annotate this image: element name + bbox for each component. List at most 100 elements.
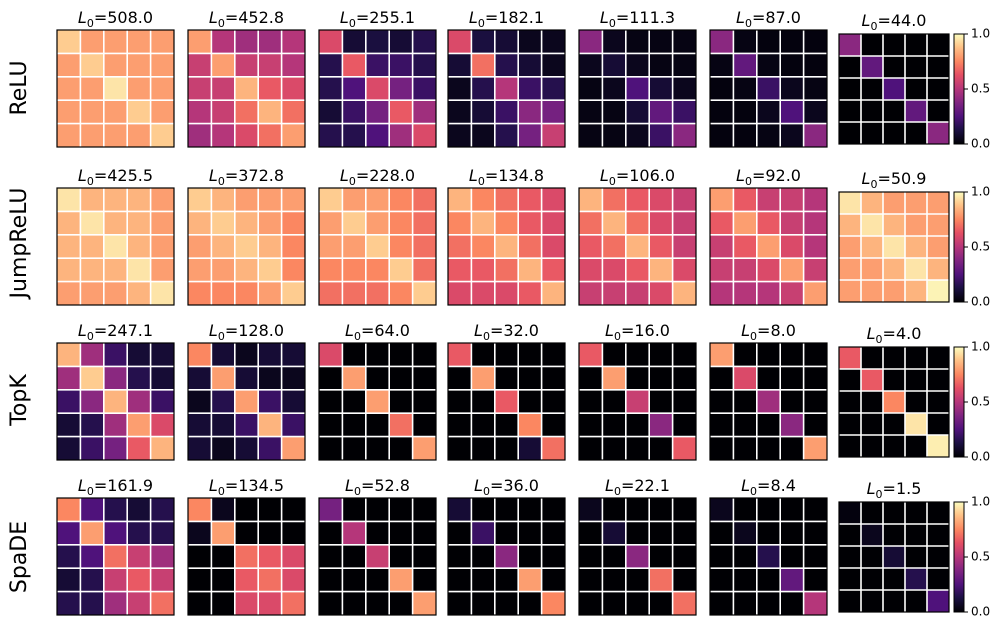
heatmap-cell: [861, 413, 883, 435]
heatmap-cell: [710, 211, 734, 235]
panel-frame: [318, 29, 437, 148]
heatmap-cell: [541, 591, 565, 615]
heatmap-cell: [733, 413, 757, 437]
heatmap-cell: [471, 591, 495, 615]
heatmap-cell: [579, 123, 603, 147]
panel-frame: [709, 187, 828, 306]
colorbar-tick-label: 1.0: [971, 27, 990, 41]
heatmap-cell: [602, 498, 626, 522]
heatmap-cell: [672, 76, 696, 101]
heatmap-cell: [80, 544, 104, 569]
heatmap-cell: [927, 391, 949, 413]
panel-title: L0=228.0: [340, 166, 415, 188]
heatmap-cell: [672, 544, 696, 569]
heatmap-cell: [342, 436, 366, 460]
heatmap-cell: [602, 76, 626, 101]
heatmap-cell: [319, 389, 343, 414]
heatmap-cell: [389, 521, 413, 545]
heatmap-cell: [883, 502, 905, 524]
heatmap-cell: [927, 258, 949, 280]
heatmap-cell: [602, 366, 626, 390]
heatmap-cell: [579, 76, 603, 101]
heatmap-cell: [541, 100, 565, 124]
panel-frame: [838, 191, 950, 303]
heatmap-cell: [518, 568, 542, 592]
heatmap-cell: [412, 389, 436, 414]
heatmap-cell: [103, 53, 128, 77]
heatmap-cell: [342, 568, 366, 592]
heatmap-cell: [150, 436, 174, 460]
heatmap-cell: [625, 100, 650, 124]
heatmap-cell: [927, 546, 949, 568]
heatmap-cell: [389, 123, 413, 147]
heatmap-cell: [342, 30, 366, 54]
heatmap-cell: [281, 591, 305, 615]
heatmap-cell: [710, 281, 734, 305]
row-label-jumprelu: JumpReLU: [7, 188, 32, 301]
heatmap-cell: [211, 366, 235, 390]
panel-frame: [56, 342, 175, 461]
heatmap-cell: [258, 436, 282, 460]
heatmap-cell: [803, 53, 827, 77]
heatmap-cell: [57, 544, 81, 569]
heatmap-cell: [710, 389, 734, 414]
heatmap-cell: [319, 521, 343, 545]
heatmap-cell: [188, 343, 212, 367]
heatmap-cell: [861, 258, 883, 280]
heatmap-cell: [448, 281, 472, 305]
panel-frame: [447, 497, 566, 616]
panel-title: L0=372.8: [209, 166, 284, 188]
heatmap-cell: [883, 214, 905, 236]
heatmap-cell: [541, 281, 565, 305]
heatmap-cell: [365, 258, 390, 282]
heatmap-cell: [471, 521, 495, 545]
heatmap-cell: [861, 391, 883, 413]
heatmap-cell: [103, 30, 128, 54]
heatmap-panel-r1-c1: L0=372.8: [187, 166, 306, 306]
heatmap-cell: [150, 123, 174, 147]
heatmap-cell: [365, 498, 390, 522]
panel-title: L0=36.0: [474, 476, 539, 498]
heatmap-cell: [80, 366, 104, 390]
heatmap-cell: [518, 389, 542, 414]
colorbar-tick-label: 0.0: [971, 137, 990, 151]
heatmap-cell: [780, 498, 804, 522]
heatmap-cell: [602, 413, 626, 437]
panel-frame: [187, 497, 306, 616]
panel-title: L0=4.0: [867, 324, 922, 346]
heatmap-cell: [211, 234, 235, 259]
heatmap-cell: [518, 30, 542, 54]
heatmap-cell: [258, 258, 282, 282]
heatmap-cell: [365, 568, 390, 592]
heatmap-cell: [541, 389, 565, 414]
colorbar-tick-label: 0.5: [971, 82, 990, 96]
heatmap-cell: [150, 498, 174, 522]
heatmap-cell: [342, 498, 366, 522]
heatmap-cell: [803, 568, 827, 592]
heatmap-cell: [905, 258, 927, 280]
heatmap-cell: [883, 590, 905, 612]
heatmap-cell: [319, 234, 343, 259]
heatmap-cell: [448, 413, 472, 437]
heatmap-cell: [780, 366, 804, 390]
heatmap-cell: [80, 498, 104, 522]
panel-frame: [709, 342, 828, 461]
heatmap-cell: [672, 30, 696, 54]
heatmap-cell: [756, 389, 781, 414]
heatmap-cell: [412, 123, 436, 147]
heatmap-cell: [258, 389, 282, 414]
panel-title: L0=508.0: [78, 8, 153, 30]
heatmap-cell: [103, 100, 128, 124]
heatmap-cell: [780, 188, 804, 212]
heatmap-cell: [188, 389, 212, 414]
heatmap-cell: [927, 369, 949, 391]
heatmap-cell: [927, 413, 949, 435]
heatmap-cell: [389, 591, 413, 615]
heatmap-cell: [365, 100, 390, 124]
heatmap-panel-r1-c4: L0=106.0: [578, 166, 697, 306]
heatmap-cell: [127, 76, 151, 101]
heatmap-cell: [342, 413, 366, 437]
heatmap-cell: [127, 366, 151, 390]
heatmap-cell: [649, 234, 673, 259]
heatmap-cell: [471, 100, 495, 124]
